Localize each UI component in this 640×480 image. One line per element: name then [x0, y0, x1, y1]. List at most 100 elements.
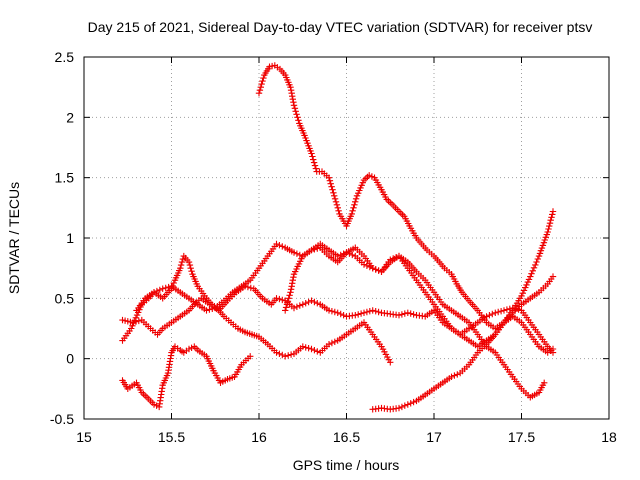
- data-point: [287, 351, 295, 358]
- data-point: [188, 344, 195, 351]
- data-point: [162, 284, 169, 292]
- data-point: [392, 254, 400, 261]
- y-tick-label: -0.5: [50, 411, 74, 427]
- data-point: [290, 102, 298, 109]
- data-point: [314, 300, 321, 307]
- data-point: [276, 350, 283, 357]
- data-point: [268, 62, 276, 70]
- data-point: [305, 345, 312, 352]
- data-point: [503, 306, 511, 313]
- data-point: [159, 285, 166, 292]
- data-point: [534, 255, 541, 263]
- data-point: [282, 307, 289, 314]
- y-tick-label: 2: [66, 109, 74, 125]
- data-point: [186, 261, 194, 269]
- gridlines: [84, 57, 609, 419]
- data-point: [327, 180, 334, 187]
- data-point: [326, 177, 334, 184]
- data-point: [289, 280, 296, 287]
- data-point: [279, 243, 286, 250]
- data-point: [332, 198, 340, 205]
- x-tick-label: 17.5: [508, 429, 535, 445]
- data-point: [290, 274, 297, 281]
- data-point: [188, 268, 195, 275]
- data-point: [337, 310, 344, 318]
- data-point: [247, 284, 254, 292]
- data-point: [542, 234, 549, 241]
- data-point: [523, 281, 530, 289]
- data-point: [530, 264, 538, 271]
- data-point: [547, 217, 554, 224]
- data-point: [334, 252, 341, 260]
- data-point: [328, 308, 336, 315]
- data-point: [294, 114, 301, 121]
- data-point: [355, 311, 362, 318]
- data-point: [256, 87, 264, 94]
- x-tick-label: 18: [601, 429, 617, 445]
- data-point: [314, 348, 321, 355]
- data-point: [311, 298, 318, 306]
- data-point: [349, 207, 356, 214]
- x-tick-label: 16: [251, 429, 267, 445]
- data-point: [519, 290, 526, 297]
- data-point: [302, 300, 309, 307]
- data-point: [355, 190, 362, 197]
- data-point: [331, 195, 339, 202]
- data-point: [290, 99, 297, 106]
- data-point: [350, 204, 357, 211]
- data-point: [287, 289, 294, 296]
- data-point: [410, 311, 417, 318]
- data-point: [398, 403, 406, 411]
- data-point: [308, 297, 315, 304]
- data-point: [276, 242, 283, 249]
- x-axis-ticks: 15 15.5 16 16.5 17 17.5 18: [76, 57, 617, 445]
- data-point: [287, 87, 295, 94]
- data-point: [541, 236, 548, 244]
- data-point: [360, 261, 368, 268]
- data-point: [404, 309, 411, 316]
- data-point: [177, 261, 185, 269]
- data-point: [128, 325, 135, 332]
- data-point: [283, 301, 291, 308]
- data-point: [337, 251, 344, 259]
- data-point: [407, 400, 414, 407]
- data-point: [536, 250, 544, 257]
- data-point: [349, 251, 356, 259]
- data-points: [119, 62, 557, 413]
- data-point: [340, 250, 347, 257]
- data-point: [518, 292, 525, 300]
- data-point: [279, 296, 286, 304]
- data-point: [492, 309, 499, 316]
- data-point: [497, 308, 505, 315]
- data-point: [178, 258, 186, 266]
- data-point: [489, 310, 496, 318]
- data-point: [329, 186, 336, 193]
- data-point: [495, 308, 502, 316]
- data-point: [282, 304, 290, 311]
- x-axis-label: GPS time / hours: [293, 457, 400, 473]
- x-tick-label: 17: [426, 429, 442, 445]
- data-point: [549, 273, 557, 280]
- data-point: [285, 352, 292, 359]
- data-point: [546, 222, 553, 230]
- data-point: [352, 195, 360, 202]
- data-point: [133, 311, 141, 319]
- data-point: [290, 249, 298, 256]
- data-point: [407, 310, 414, 317]
- data-point: [539, 242, 547, 249]
- data-point: [276, 295, 283, 303]
- data-point: [366, 308, 373, 315]
- data-point: [286, 292, 293, 299]
- data-point: [395, 404, 403, 412]
- data-point: [293, 303, 301, 310]
- data-point: [153, 287, 161, 295]
- data-point: [309, 153, 316, 160]
- data-point: [330, 189, 337, 196]
- y-tick-label: 2.5: [55, 49, 75, 65]
- data-point: [295, 117, 302, 124]
- data-point: [310, 156, 317, 163]
- data-point: [331, 192, 338, 199]
- x-tick-label: 15.5: [158, 429, 185, 445]
- data-point: [366, 172, 373, 179]
